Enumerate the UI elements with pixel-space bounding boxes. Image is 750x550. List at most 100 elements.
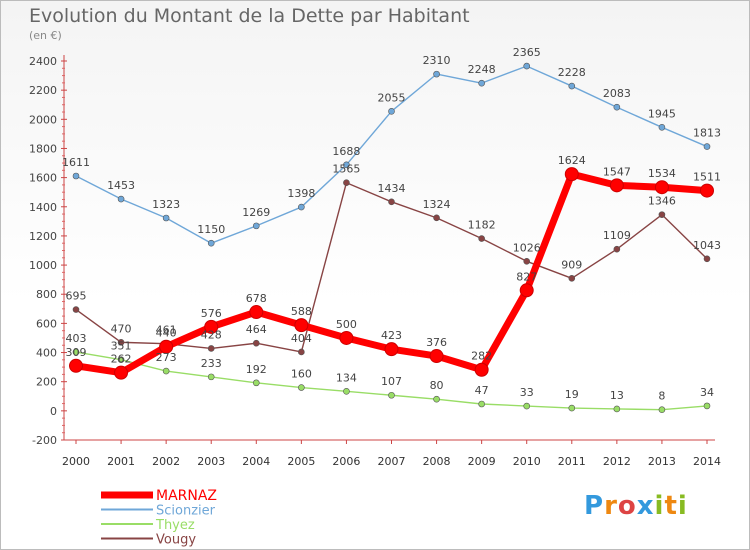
- data-point-scionzier: [252, 222, 260, 230]
- data-label-scionzier: 2228: [558, 66, 586, 79]
- data-label-marnaz: 423: [381, 329, 402, 342]
- data-point-thyez: [162, 367, 170, 375]
- x-tick-label: 2010: [513, 455, 541, 468]
- data-label-marnaz: 1534: [648, 167, 676, 180]
- data-point-scionzier: [388, 107, 395, 115]
- data-label-vougy: 1346: [648, 195, 676, 208]
- data-label-scionzier: 2248: [468, 63, 496, 76]
- y-tick-label: 2400: [29, 55, 57, 68]
- y-tick-label: 1400: [29, 201, 57, 214]
- data-point-marnaz: [114, 365, 129, 380]
- data-point-vougy: [388, 198, 395, 206]
- data-point-vougy: [703, 255, 711, 263]
- data-label-scionzier: 2365: [513, 46, 541, 59]
- data-label-vougy: 428: [201, 328, 222, 341]
- logo-letter: i: [654, 491, 665, 521]
- data-point-vougy: [433, 214, 440, 222]
- data-label-marnaz: 1547: [603, 165, 631, 178]
- data-point-vougy: [658, 211, 666, 218]
- data-point-marnaz: [384, 342, 399, 357]
- data-label-scionzier: 1323: [152, 198, 180, 211]
- data-label-marnaz: 376: [426, 336, 447, 349]
- data-point-marnaz: [654, 180, 669, 195]
- y-tick-label: 2200: [29, 84, 57, 97]
- data-point-vougy: [117, 339, 125, 346]
- data-label-vougy: 1324: [423, 198, 451, 211]
- data-label-scionzier: 2055: [378, 91, 406, 104]
- x-tick-label: 2002: [152, 455, 180, 468]
- data-label-scionzier: 1945: [648, 107, 676, 120]
- data-label-scionzier: 2083: [603, 87, 631, 100]
- data-point-scionzier: [568, 82, 576, 90]
- data-point-scionzier: [343, 161, 350, 169]
- data-point-marnaz: [564, 167, 579, 182]
- x-tick-label: 2005: [287, 455, 315, 468]
- data-point-thyez: [658, 406, 666, 413]
- data-label-scionzier: 1813: [693, 127, 721, 140]
- data-label-thyez: 80: [430, 379, 444, 392]
- data-label-scionzier: 2310: [423, 54, 451, 67]
- data-point-thyez: [117, 356, 125, 363]
- x-tick-label: 2003: [197, 455, 225, 468]
- data-label-vougy: 461: [156, 324, 177, 337]
- data-label-thyez: 192: [246, 363, 267, 376]
- data-label-thyez: 233: [201, 357, 222, 370]
- data-label-scionzier: 1150: [197, 223, 225, 236]
- x-tick-label: 2001: [107, 455, 135, 468]
- data-point-marnaz: [339, 330, 354, 345]
- data-label-vougy: 464: [246, 323, 267, 336]
- data-point-marnaz: [609, 178, 624, 193]
- data-label-marnaz: 1511: [693, 171, 721, 184]
- data-point-thyez: [252, 379, 260, 387]
- data-label-thyez: 33: [520, 386, 534, 399]
- x-tick-label: 2004: [242, 455, 270, 468]
- data-label-scionzier: 1269: [242, 206, 270, 219]
- data-point-thyez: [703, 402, 711, 410]
- data-point-marnaz: [294, 318, 309, 333]
- data-label-vougy: 1434: [378, 182, 406, 195]
- data-label-scionzier: 1398: [287, 187, 315, 200]
- data-label-thyez: 34: [700, 386, 714, 399]
- chart-subtitle: (en €): [29, 29, 62, 42]
- data-label-marnaz: 440: [156, 327, 177, 340]
- data-label-thyez: 8: [658, 390, 665, 403]
- data-label-thyez: 273: [156, 351, 177, 364]
- data-point-marnaz: [249, 305, 264, 320]
- x-tick-label: 2013: [648, 455, 676, 468]
- data-point-marnaz: [519, 283, 534, 298]
- y-tick-label: 0: [50, 405, 57, 418]
- legend-label-marnaz: MARNAZ: [156, 488, 217, 504]
- legend-label-vougy: Vougy: [156, 533, 196, 548]
- data-label-scionzier: 1453: [107, 179, 135, 192]
- logo-letter: P: [584, 491, 605, 521]
- y-tick-label: 1600: [29, 172, 57, 185]
- data-label-vougy: 1109: [603, 229, 631, 242]
- data-point-scionzier: [298, 203, 305, 211]
- y-tick-label: 400: [36, 347, 57, 360]
- legend-label-thyez: Thyez: [155, 518, 195, 533]
- data-point-marnaz: [159, 339, 174, 354]
- proxiti-logo: Proxiti: [584, 491, 688, 521]
- data-label-thyez: 351: [111, 340, 132, 353]
- data-point-thyez: [568, 404, 576, 412]
- data-point-thyez: [388, 391, 395, 399]
- y-tick-label: 2000: [29, 113, 57, 126]
- data-point-scionzier: [703, 143, 711, 150]
- data-label-vougy: 470: [111, 322, 132, 335]
- data-point-thyez: [343, 388, 350, 395]
- data-label-marnaz: 678: [246, 292, 267, 305]
- data-point-vougy: [207, 345, 215, 352]
- data-label-thyez: 403: [66, 332, 87, 345]
- y-tick-label: 800: [36, 288, 57, 301]
- data-point-scionzier: [478, 79, 485, 87]
- logo-letter: t: [664, 491, 678, 521]
- data-point-marnaz: [474, 362, 489, 377]
- data-point-thyez: [433, 395, 440, 403]
- data-label-thyez: 160: [291, 368, 312, 381]
- data-point-vougy: [72, 306, 80, 313]
- data-label-vougy: 1026: [513, 241, 541, 254]
- data-label-vougy: 909: [561, 258, 582, 271]
- x-tick-label: 2007: [378, 455, 406, 468]
